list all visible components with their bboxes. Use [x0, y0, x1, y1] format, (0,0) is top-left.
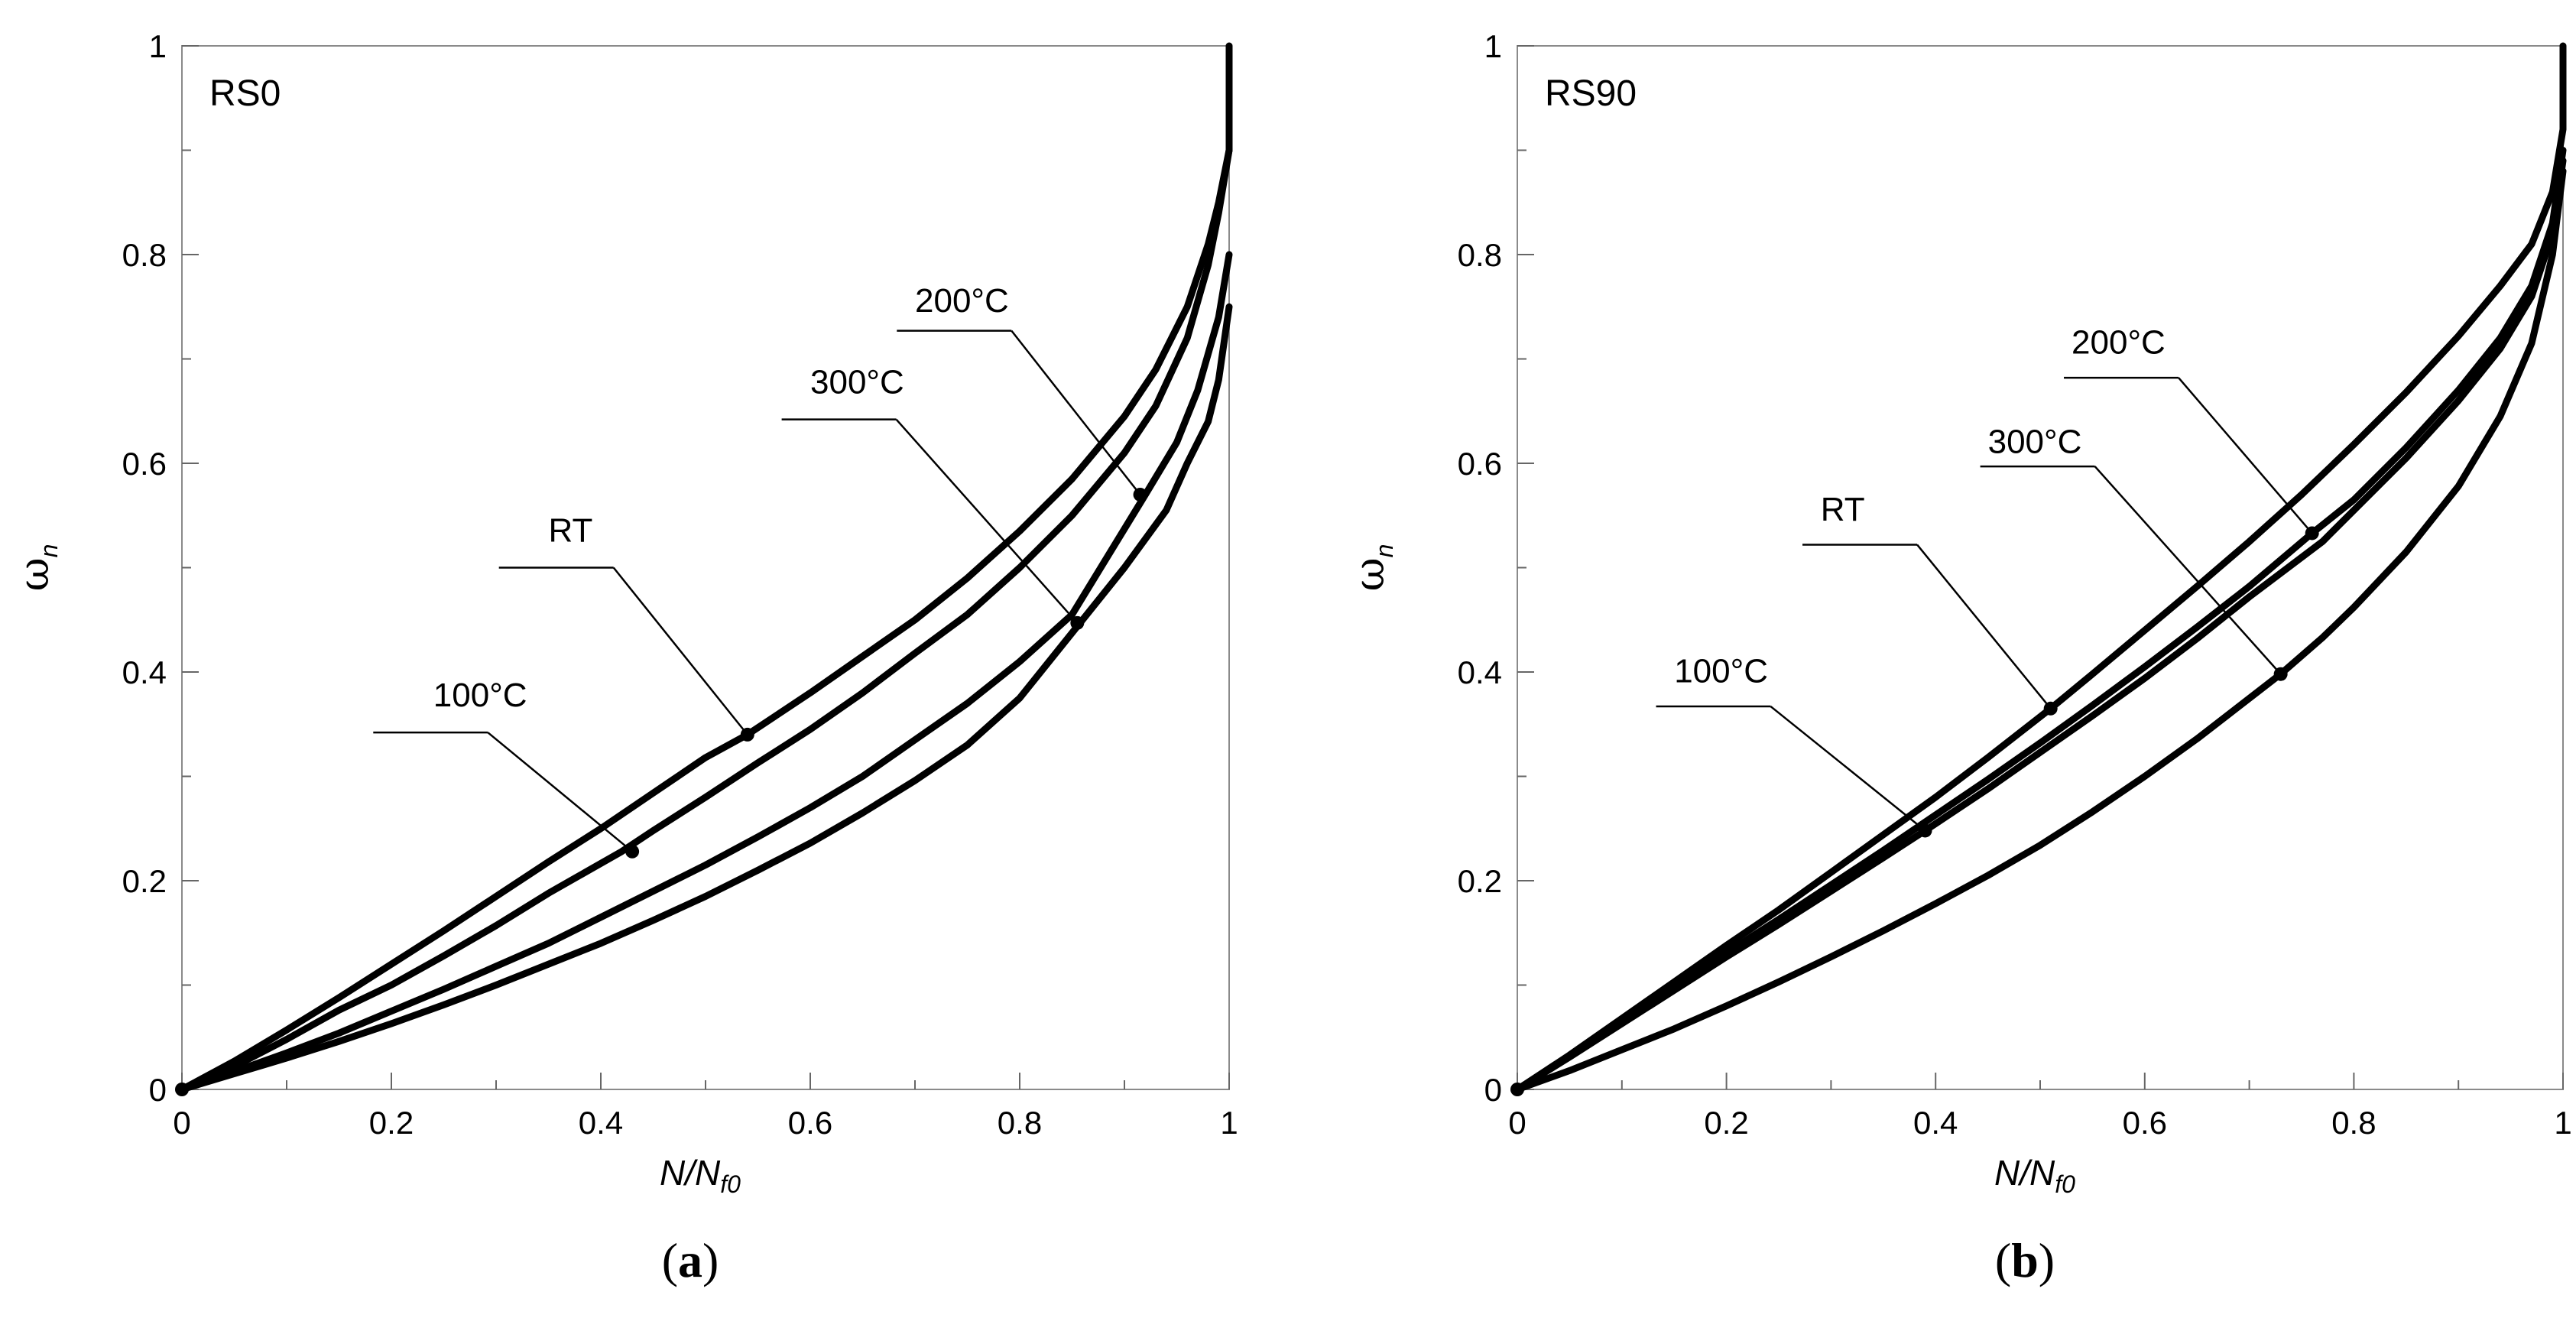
x-tick-label: 0.6: [788, 1105, 832, 1141]
y-tick-label: 0.4: [122, 654, 167, 690]
annotation-leader-line: [895, 418, 1079, 624]
series-layer: [1510, 42, 2567, 1096]
x-tick-label: 0.8: [998, 1105, 1042, 1141]
x-tick-label: 0.6: [2123, 1105, 2167, 1141]
annotation-label-300c: 300°C: [1988, 423, 2082, 460]
annotation-point-marker: [2273, 667, 2288, 681]
series-line-300c: [1513, 167, 2567, 1093]
annotation-point-marker: [2305, 526, 2319, 541]
annotation-label-rt: RT: [1821, 491, 1865, 528]
annotation-label-200c: 200°C: [915, 282, 1009, 320]
panel-tag: RS0: [209, 73, 281, 114]
y-axis-title-subscript: n: [35, 544, 63, 558]
caption-close-paren: ): [2039, 1233, 2055, 1287]
series-line-200c: [1513, 147, 2567, 1093]
y-axis: 0 0.2 0.4 0.6 0.8 1: [122, 28, 199, 1108]
y-tick-label: 1: [149, 28, 167, 64]
x-tick-label: 0.2: [1704, 1105, 1748, 1141]
annotation-leader-line: [1011, 330, 1141, 495]
annotation-layer: RT 100°C 200°C 300°C: [1656, 324, 2319, 838]
x-axis-title: N/Nf0: [660, 1153, 741, 1198]
x-axis-title-subscript: f0: [2055, 1170, 2075, 1198]
y-axis-title-main: ω: [1345, 557, 1393, 591]
y-axis-title: ωn: [10, 544, 63, 592]
x-tick-label: 1: [1220, 1105, 1238, 1141]
y-tick-label: 0.2: [1458, 863, 1502, 899]
x-tick-label: 1: [2554, 1105, 2571, 1141]
panel-tag: RS90: [1545, 73, 1637, 114]
annotation-leader-line: [2094, 466, 2282, 675]
x-axis: 0 0.2 0.4 0.6 0.8 1: [1508, 1073, 2572, 1141]
y-axis-title: ωn: [1345, 544, 1398, 592]
y-axis-title-main: ω: [10, 557, 58, 591]
y-tick-label: 0.6: [1458, 446, 1502, 482]
chart-panel-b: 0 0.2 0.4 0.6 0.8 1 0 0.2 0.4 0.6 0.8 1 RT 100°C 200…: [1345, 28, 2572, 1287]
series-line-rt: [1513, 42, 2567, 1093]
panel-caption: (a): [662, 1233, 719, 1287]
annotation-point-marker: [1070, 615, 1085, 630]
annotation-layer: RT 100°C 200°C 300°C: [373, 282, 1147, 859]
y-tick-label: 0: [149, 1072, 167, 1108]
annotation-point-marker: [740, 727, 754, 742]
caption-open-paren: (: [662, 1233, 678, 1287]
y-tick-label: 0.4: [1458, 654, 1502, 690]
series-line-100c: [178, 147, 1233, 1093]
series-layer: [175, 42, 1233, 1096]
x-axis-title-main: N/N: [1994, 1153, 2055, 1193]
caption-letter: a: [678, 1233, 702, 1287]
y-tick-label: 0.8: [1458, 237, 1502, 273]
annotation-leader-line: [1770, 706, 1926, 832]
annotation-leader-line: [2178, 377, 2313, 534]
series-line-rt: [178, 42, 1233, 1093]
x-tick-label: 0.4: [579, 1105, 623, 1141]
origin-point: [175, 1083, 189, 1096]
y-tick-label: 1: [1484, 28, 1502, 64]
plot-frame: [181, 45, 1230, 1090]
y-axis-title-subscript: n: [1371, 544, 1398, 558]
chart-panel-a: 0 0.2 0.4 0.6 0.8 1 0 0.2 0.4 0.6 0.8 1 RT 100°C 200…: [10, 28, 1238, 1287]
y-tick-label: 0.8: [122, 237, 167, 273]
annotation-point-marker: [1133, 487, 1147, 502]
annotation-leader-line: [612, 566, 748, 735]
x-tick-label: 0.2: [369, 1105, 414, 1141]
x-axis-title-subscript: f0: [720, 1170, 741, 1198]
panel-caption: (b): [1995, 1233, 2055, 1287]
x-tick-label: 0.4: [1913, 1105, 1958, 1141]
annotation-label-100c: 100°C: [1674, 653, 1768, 690]
origin-point: [1510, 1083, 1524, 1096]
caption-open-paren: (: [1995, 1233, 2011, 1287]
x-tick-label: 0: [1508, 1105, 1526, 1141]
x-axis-title: N/Nf0: [1994, 1153, 2075, 1198]
series-line-200c: [178, 251, 1233, 1093]
annotation-point-marker: [625, 844, 640, 859]
caption-close-paren: ): [702, 1233, 719, 1287]
y-tick-label: 0.2: [122, 863, 167, 899]
annotation-label-300c: 300°C: [810, 364, 904, 401]
x-axis-title-main: N/N: [660, 1153, 721, 1193]
x-tick-label: 0.8: [2331, 1105, 2376, 1141]
annotation-point-marker: [1918, 823, 1932, 838]
annotation-leader-line: [1916, 544, 2052, 709]
series-line-100c: [1513, 157, 2567, 1093]
caption-letter: b: [2011, 1233, 2039, 1287]
annotation-point-marker: [2043, 701, 2058, 716]
annotation-leader-line: [487, 732, 633, 852]
x-tick-label: 0: [173, 1105, 190, 1141]
y-axis: 0 0.2 0.4 0.6 0.8 1: [1458, 28, 1534, 1108]
plot-frame: [1517, 45, 2564, 1090]
annotation-label-200c: 200°C: [2072, 324, 2166, 362]
x-axis: 0 0.2 0.4 0.6 0.8 1: [173, 1073, 1238, 1141]
y-tick-label: 0.6: [122, 446, 167, 482]
series-line-300c: [178, 303, 1233, 1093]
annotation-label-rt: RT: [549, 511, 593, 549]
annotation-label-100c: 100°C: [433, 677, 527, 714]
y-tick-label: 0: [1484, 1072, 1502, 1108]
